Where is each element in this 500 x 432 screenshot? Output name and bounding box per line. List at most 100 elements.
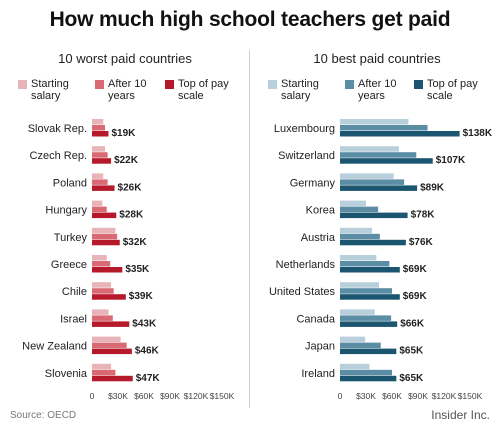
bar-after10 xyxy=(92,206,107,213)
data-label: $35K xyxy=(125,264,150,275)
data-label: $32K xyxy=(123,237,148,248)
x-tick-label: $150K xyxy=(210,391,235,401)
data-label: $138K xyxy=(463,128,493,139)
category-label: Korea xyxy=(306,205,336,217)
category-label: Czech Rep. xyxy=(30,150,87,162)
legend-label-after10: After 10 years xyxy=(108,78,147,102)
category-label: Slovak Rep. xyxy=(28,123,87,135)
category-label: Turkey xyxy=(54,232,88,244)
category-label: Austria xyxy=(301,232,336,244)
category-label: Hungary xyxy=(45,205,87,217)
bar-starting xyxy=(340,173,394,179)
bar-after10 xyxy=(340,315,392,321)
bar-top xyxy=(92,294,126,300)
category-label: Germany xyxy=(290,177,336,189)
bar-top xyxy=(92,158,112,164)
data-label: $107K xyxy=(436,155,466,166)
category-label: Netherlands xyxy=(276,259,336,271)
bar-after10 xyxy=(340,125,428,131)
bar-after10 xyxy=(92,369,116,376)
data-label: $76K xyxy=(409,237,434,248)
bar-starting xyxy=(92,146,105,152)
data-label: $28K xyxy=(119,210,144,221)
bar-top xyxy=(340,158,433,164)
x-tick-label: $60K xyxy=(134,391,154,401)
chart-title: How much high school teachers get paid xyxy=(49,8,451,31)
category-label: Luxembourg xyxy=(274,123,335,135)
legend-label-after10: After 10 years xyxy=(358,78,397,102)
bar-top xyxy=(340,239,406,246)
bar-top xyxy=(340,348,397,355)
data-label: $65K xyxy=(399,373,424,384)
category-label: New Zealand xyxy=(22,341,87,353)
bar-starting xyxy=(92,255,107,261)
x-tick-label: $30K xyxy=(356,391,376,401)
category-label: Poland xyxy=(53,177,87,189)
bar-after10 xyxy=(340,342,381,349)
bar-starting xyxy=(92,282,112,288)
bar-after10 xyxy=(340,152,417,158)
x-tick-label: 0 xyxy=(90,391,95,401)
bar-top xyxy=(92,321,130,327)
bar-top xyxy=(340,267,400,273)
category-label: Greece xyxy=(51,259,87,271)
category-label: Israel xyxy=(60,313,87,325)
bar-top xyxy=(340,375,397,382)
bar-top xyxy=(92,212,117,219)
source-note: Source: OECD xyxy=(10,410,77,421)
category-label: Chile xyxy=(62,286,87,298)
bar-after10 xyxy=(92,179,108,185)
brand-logo: Insider Inc. xyxy=(431,408,490,422)
left-panel-title: 10 worst paid countries xyxy=(58,51,192,66)
data-label: $66K xyxy=(400,318,425,329)
legend-swatch-after10 xyxy=(345,80,354,89)
bar-starting xyxy=(340,200,366,207)
legend-label-top: Top of pay scale xyxy=(178,78,229,102)
bar-after10 xyxy=(340,206,379,213)
category-label: Slovenia xyxy=(45,368,88,380)
bar-after10 xyxy=(92,233,118,240)
bar-after10 xyxy=(340,233,380,240)
bar-top xyxy=(92,267,123,273)
x-tick-label: 0 xyxy=(338,391,343,401)
bar-starting xyxy=(92,173,104,179)
legend-swatch-starting xyxy=(268,80,277,89)
legend-label-starting: Starting salary xyxy=(31,78,69,102)
category-label: Canada xyxy=(296,313,335,325)
bar-top xyxy=(340,185,418,191)
bar-starting xyxy=(92,119,104,125)
bar-starting xyxy=(340,255,377,261)
data-label: $78K xyxy=(411,210,436,221)
bar-starting xyxy=(340,282,379,288)
data-label: $19K xyxy=(111,128,136,139)
bar-top xyxy=(340,321,398,327)
data-label: $65K xyxy=(399,346,424,357)
bar-after10 xyxy=(92,261,111,267)
bar-top xyxy=(92,348,132,355)
bar-top xyxy=(340,294,400,300)
data-label: $43K xyxy=(132,318,157,329)
bar-after10 xyxy=(340,288,392,294)
bar-starting xyxy=(92,336,121,343)
data-label: $39K xyxy=(129,291,154,302)
bar-after10 xyxy=(92,125,105,131)
x-tick-label: $150K xyxy=(458,391,483,401)
x-tick-label: $60K xyxy=(382,391,402,401)
legend-swatch-after10 xyxy=(95,80,104,89)
legend-swatch-top xyxy=(165,80,174,89)
data-label: $69K xyxy=(403,264,428,275)
category-label: Japan xyxy=(305,341,335,353)
bar-after10 xyxy=(340,261,390,267)
bar-after10 xyxy=(92,152,108,158)
legend-label-top: Top of pay scale xyxy=(427,78,478,102)
bar-starting xyxy=(340,119,409,125)
bar-after10 xyxy=(92,315,113,321)
bar-top xyxy=(340,212,408,219)
right-panel-title: 10 best paid countries xyxy=(313,51,441,66)
bar-top xyxy=(92,185,115,191)
category-label: Ireland xyxy=(301,368,335,380)
bar-starting xyxy=(340,336,366,343)
bar-starting xyxy=(340,363,370,370)
category-label: Switzerland xyxy=(278,150,335,162)
